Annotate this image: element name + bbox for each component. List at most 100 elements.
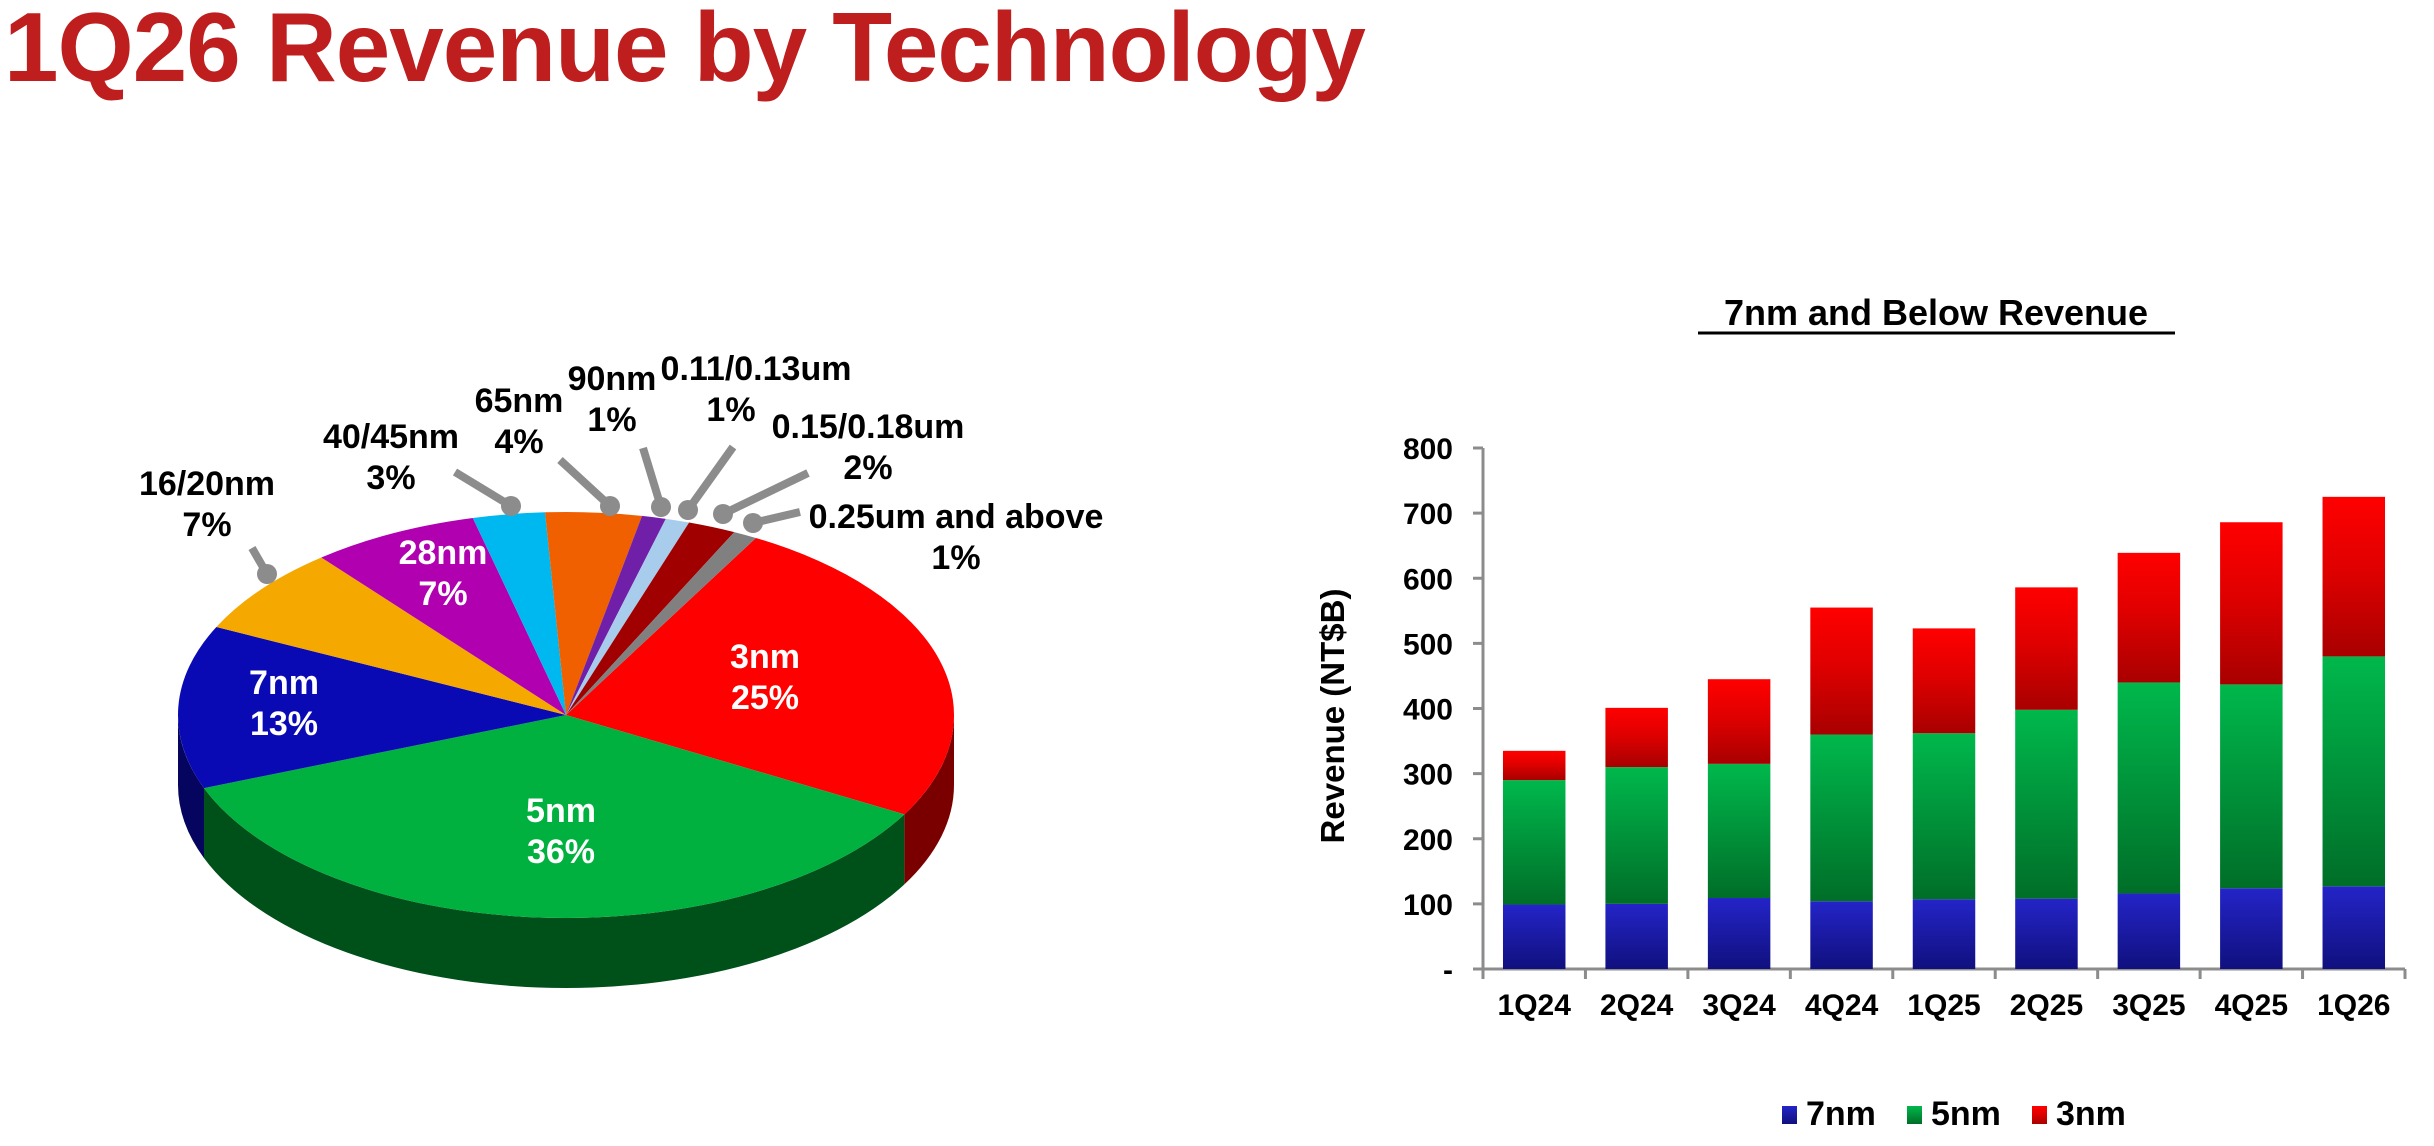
pie-side-5nm <box>204 788 905 988</box>
bar-5nm-1q24 <box>1502 780 1566 905</box>
pie-callout-0-15-0-18um <box>713 469 810 524</box>
pie-callouts <box>248 444 810 584</box>
pie-slice-0-11-0-13um <box>566 518 690 715</box>
bar-3nm-1q25 <box>1912 628 1976 734</box>
svg-text:0.11/0.13um: 0.11/0.13um <box>661 350 852 388</box>
page-title: 1Q26 Revenue by Technology <box>4 0 1366 102</box>
bar-3nm-2q24 <box>1605 707 1668 768</box>
bar-3nm-3q25 <box>2117 552 2181 683</box>
bar-series <box>1502 496 2386 969</box>
y-tick-label: 800 <box>1403 433 1453 466</box>
pie-labels: 3nm25%5nm36%7nm13%16/20nm7%28nm7%40/45nm… <box>139 350 1103 871</box>
pie-side-walls <box>178 715 954 988</box>
pie-callout-0-11-0-13um <box>678 444 737 520</box>
bar-3nm-4q24 <box>1810 607 1873 735</box>
bar-stack-2q24 <box>1605 707 1668 969</box>
bar-5nm-4q25 <box>2220 684 2283 889</box>
bar-chart-title: 7nm and Below Revenue <box>1724 292 2148 333</box>
x-axis: 1Q24 2Q24 3Q24 4Q24 1Q25 2Q25 3Q25 4Q25 1Q26 <box>1481 967 2407 1022</box>
x-tick-label-2q25: 2Q25 <box>2010 989 2083 1022</box>
chart-legend: 7nm 5nm 3nm <box>1782 1095 2126 1133</box>
svg-text:13%: 13% <box>250 705 318 743</box>
svg-text:4%: 4% <box>494 423 543 461</box>
bar-stack-4q25 <box>2220 522 2283 969</box>
pie-callout-0-25um-and-above <box>743 508 801 533</box>
svg-text:5nm: 5nm <box>526 792 596 830</box>
legend-swatch-3nm <box>2032 1106 2047 1124</box>
svg-text:28nm: 28nm <box>399 534 488 572</box>
pie-top-face <box>177 512 954 918</box>
pie-slice-28nm <box>321 517 566 715</box>
pie-slice-7nm <box>177 626 566 789</box>
pie-slice-3nm <box>566 537 954 815</box>
svg-text:65nm: 65nm <box>475 382 564 420</box>
svg-text:16/20nm: 16/20nm <box>139 465 275 503</box>
y-tick-label: 700 <box>1403 498 1453 531</box>
x-tick-label-1q25: 1Q25 <box>1907 989 1980 1022</box>
legend-item-7nm: 7nm <box>1782 1095 1876 1133</box>
bar-5nm-4q24 <box>1810 734 1873 902</box>
bar-3nm-1q26 <box>2322 496 2386 657</box>
x-tick-label-2q24: 2Q24 <box>1600 989 1674 1022</box>
pie-callout-16-20nm <box>248 546 277 584</box>
svg-text:25%: 25% <box>731 679 799 717</box>
y-axis: - 100 200 300 400 500 600 700 800 <box>1403 433 1485 987</box>
pie-slice-90nm <box>566 515 666 715</box>
bar-7nm-1q25 <box>1912 899 1976 969</box>
y-axis-label: Revenue (NT$B) <box>1314 589 1351 844</box>
svg-text:7%: 7% <box>418 575 467 613</box>
y-tick-label: 600 <box>1403 563 1453 596</box>
y-tick-label: - <box>1443 954 1453 987</box>
y-tick-label: 200 <box>1403 824 1453 857</box>
bar-5nm-2q24 <box>1605 767 1668 904</box>
pie-slice-5nm <box>204 715 905 918</box>
bar-7nm-2q24 <box>1605 903 1668 969</box>
svg-text:3nm: 3nm <box>730 638 800 676</box>
bar-5nm-3q24 <box>1707 763 1771 899</box>
svg-text:3%: 3% <box>366 459 415 497</box>
x-tick-label-1q26: 1Q26 <box>2317 989 2390 1022</box>
bar-stack-3q24 <box>1707 679 1771 969</box>
pie-slice-16-20nm <box>216 557 566 715</box>
bar-stack-1q25 <box>1912 628 1976 969</box>
bar-7nm-1q26 <box>2322 886 2386 969</box>
svg-text:7%: 7% <box>182 506 231 544</box>
bar-7nm-1q24 <box>1502 904 1566 969</box>
svg-text:0.15/0.18um: 0.15/0.18um <box>772 408 965 446</box>
pie-slice-40-45nm <box>472 512 566 715</box>
pie-side-3nm <box>904 715 954 885</box>
bar-stack-4q24 <box>1810 607 1873 969</box>
pie-slice-0-25um-and-above <box>566 532 756 715</box>
bar-stack-1q24 <box>1502 750 1566 969</box>
legend-label-7nm: 7nm <box>1806 1095 1876 1133</box>
svg-text:40/45nm: 40/45nm <box>323 418 459 456</box>
pie-callout-40-45nm <box>452 468 521 516</box>
bar-3nm-2q25 <box>2015 587 2078 710</box>
x-tick-label-3q24: 3Q24 <box>1702 989 1776 1022</box>
pie-callout-90nm <box>639 446 671 517</box>
pie-slice-65nm <box>545 512 643 715</box>
pie-callout-65nm <box>557 457 620 516</box>
bar-7nm-3q24 <box>1707 898 1771 969</box>
legend-label-5nm: 5nm <box>1931 1095 2001 1133</box>
svg-text:1%: 1% <box>931 539 980 577</box>
legend-item-3nm: 3nm <box>2032 1095 2126 1133</box>
svg-text:90nm: 90nm <box>568 360 657 398</box>
svg-text:7nm: 7nm <box>249 664 319 702</box>
legend-swatch-7nm <box>1782 1106 1797 1124</box>
bar-3nm-1q24 <box>1502 750 1566 781</box>
svg-text:1%: 1% <box>587 401 636 439</box>
bar-7nm-4q24 <box>1810 901 1873 969</box>
legend-swatch-5nm <box>1907 1106 1922 1124</box>
bar-5nm-1q26 <box>2322 656 2386 887</box>
